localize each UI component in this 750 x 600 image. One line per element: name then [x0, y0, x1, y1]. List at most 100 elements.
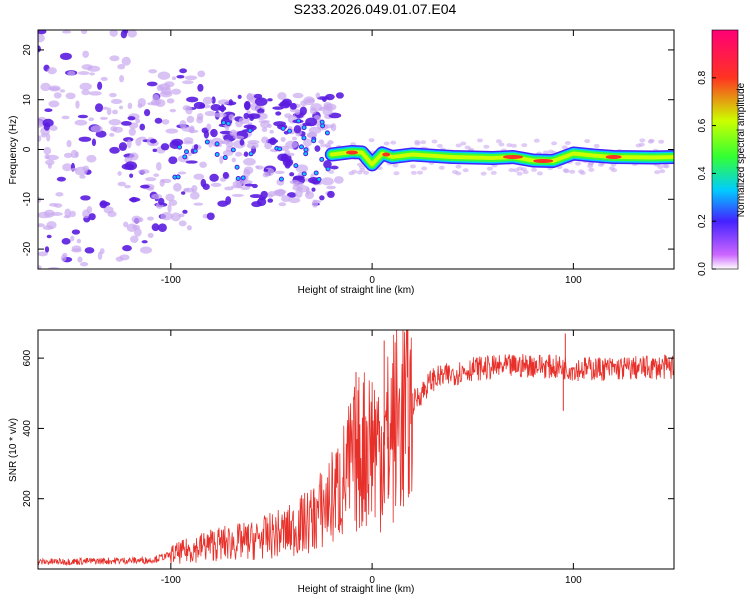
spectrogram-blob — [166, 98, 175, 104]
snr-xtick-label: 0 — [369, 575, 375, 586]
spectrogram-blob — [178, 220, 187, 227]
spectrogram-blob — [60, 52, 72, 61]
spectrogram-blob — [160, 143, 170, 151]
spectrogram-peak — [605, 154, 622, 159]
spectrogram-hotspot — [316, 176, 322, 182]
spectrogram-haze — [436, 143, 443, 148]
spectrogram-haze — [416, 170, 423, 175]
snr-xlabel: Height of straight line (km) — [298, 584, 415, 595]
spectrogram-blob — [263, 168, 269, 172]
spectrogram-haze — [462, 168, 469, 173]
spectrogram-haze — [351, 169, 358, 174]
spectrogram-blob — [43, 209, 55, 218]
spectrogram-blob — [200, 178, 207, 188]
spectrogram-blob — [38, 223, 45, 228]
spectrogram-blob — [102, 106, 109, 110]
spectrogram-blob — [165, 128, 179, 134]
spectrogram-blob — [44, 246, 50, 253]
spectrogram-blob — [112, 109, 118, 115]
spectrogram-blob — [179, 120, 187, 129]
spectrogram-blob — [38, 30, 47, 35]
spectrogram-blob — [38, 135, 42, 142]
spectrogram-hotspot — [175, 174, 181, 180]
spectrogram-blob — [122, 245, 132, 252]
spectrogram-blob — [120, 30, 128, 39]
spectrogram-xlabel: Height of straight line (km) — [298, 285, 415, 296]
spectrogram-haze — [569, 169, 576, 174]
spectrogram-blob — [48, 100, 60, 108]
spectrogram-blob — [152, 94, 160, 103]
spectrogram-blob — [48, 85, 61, 92]
spectrogram-blob — [217, 99, 230, 105]
spectrogram-blob — [61, 115, 70, 120]
spectrogram-blob — [140, 246, 152, 254]
spectrogram-hotspot — [301, 125, 307, 131]
spectrogram-blob — [180, 191, 186, 195]
spectrogram-blob — [228, 114, 235, 121]
spectrogram-blob — [267, 123, 272, 128]
spectrogram-blob — [173, 182, 182, 192]
spectrogram-hotspot — [248, 151, 254, 157]
spectrogram-blob — [53, 92, 62, 99]
spectrogram-blob — [160, 212, 173, 221]
spectrogram-blob — [289, 102, 297, 110]
spectrogram-blob — [54, 203, 63, 208]
spectrogram-haze — [410, 170, 417, 175]
spectrogram-blob — [77, 256, 83, 263]
spectrogram-haze — [495, 139, 502, 144]
spectrogram-haze — [368, 138, 375, 143]
spectrogram-blob — [139, 123, 146, 131]
spectrogram-blob — [261, 127, 268, 133]
spectrogram-blob — [44, 108, 53, 112]
spectrogram-blob — [167, 204, 172, 213]
spectrogram-haze — [531, 167, 538, 172]
spectrogram-blob — [243, 112, 250, 119]
spectrogram-haze — [654, 170, 661, 175]
spectrogram-haze — [328, 169, 335, 174]
spectrogram-blob — [247, 140, 260, 145]
spectrogram-blob — [64, 208, 71, 218]
spectrogram-hotspot — [192, 148, 198, 154]
spectrogram-blob — [109, 55, 120, 62]
spectrogram-blob — [137, 97, 146, 107]
spectrogram-blob — [257, 108, 265, 114]
spectrogram-blob — [170, 212, 181, 222]
spectrogram-hotspot — [277, 146, 283, 152]
spectrogram-blob — [109, 30, 118, 37]
spectrogram-blob — [272, 106, 284, 110]
spectrogram-hotspot — [214, 141, 220, 147]
spectrogram-blob — [197, 70, 206, 78]
spectrogram-hotspot — [278, 176, 284, 182]
spectrogram-blob — [154, 117, 163, 124]
spectrogram-blob — [87, 65, 101, 72]
spectrogram-haze — [542, 150, 549, 155]
spectrogram-haze — [638, 142, 645, 147]
spectrogram-blob — [38, 251, 48, 257]
spectrogram-peak — [502, 154, 523, 159]
spectrogram-blob — [204, 111, 216, 117]
spectrogram-haze — [464, 145, 471, 150]
spectrogram-blob — [190, 191, 200, 200]
spectrogram-haze — [490, 170, 497, 175]
spectrogram-blob — [189, 125, 195, 134]
spectrogram-haze — [521, 143, 528, 148]
spectrogram-blob — [38, 45, 41, 53]
colorbar-tick-label: 0.2 — [697, 214, 708, 228]
spectrogram-blob — [148, 69, 158, 74]
spectrogram-hotspot — [296, 118, 302, 124]
spectrogram-blob — [161, 119, 170, 125]
spectrogram-blob — [79, 174, 86, 179]
snr-ticks: -100 0 100 200 400 600 — [22, 330, 674, 586]
spectrogram-blob — [273, 121, 286, 127]
spectrogram-blob — [206, 212, 215, 221]
spectrogram-haze — [659, 169, 666, 174]
spectrogram-blob — [281, 195, 291, 202]
spectrogram-blob — [288, 197, 301, 204]
spectrogram-haze — [639, 138, 646, 143]
spectrogram-blob — [147, 216, 154, 221]
spectrogram-hotspot — [287, 128, 293, 134]
spectrogram-blob — [311, 199, 319, 208]
spectrogram-haze — [648, 138, 655, 143]
